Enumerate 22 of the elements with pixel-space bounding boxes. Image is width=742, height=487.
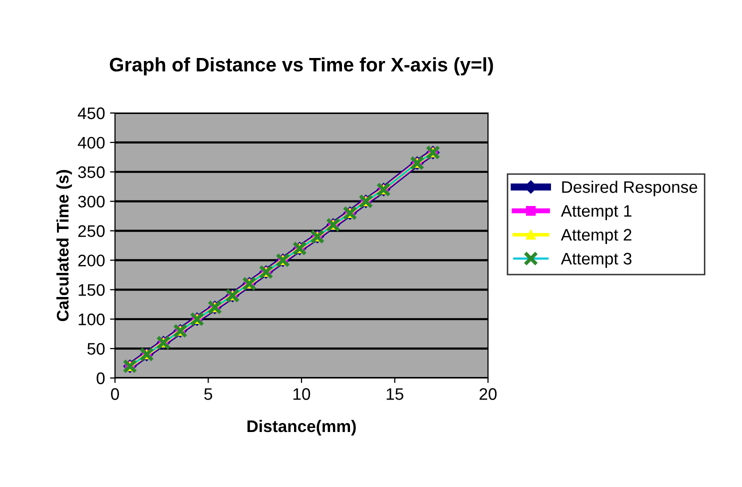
y-tick-label: 250: [78, 225, 105, 237]
y-tick-label: 50: [87, 342, 105, 355]
y-tick-label: 450: [78, 107, 105, 120]
chart-title: Graph of Distance vs Time for X-axis (y=l): [110, 57, 493, 76]
y-tick-label: 400: [78, 136, 105, 149]
legend-label: Attempt 2: [560, 228, 632, 244]
x-tick-label: 15: [386, 388, 404, 400]
x-axis-title: Distance(mm): [248, 420, 356, 436]
x-tick-label: 20: [480, 388, 497, 400]
y-tick-label: 150: [78, 284, 105, 296]
y-tick-label: 350: [78, 166, 105, 178]
legend-label: Attempt 1: [560, 205, 632, 220]
x-tick-label: 10: [294, 388, 310, 400]
y-tick-label: 300: [78, 196, 105, 208]
y-tick-label: 100: [78, 314, 105, 326]
y-tick-label: 0: [96, 372, 105, 384]
y-axis-title: Calculated Time (s): [56, 170, 72, 322]
x-tick-label: 5: [204, 388, 212, 400]
legend-label: Desired Response: [562, 180, 698, 196]
x-tick-label: 0: [111, 388, 119, 400]
legend-label: Attempt 3: [560, 252, 632, 268]
y-tick-label: 200: [78, 254, 105, 266]
